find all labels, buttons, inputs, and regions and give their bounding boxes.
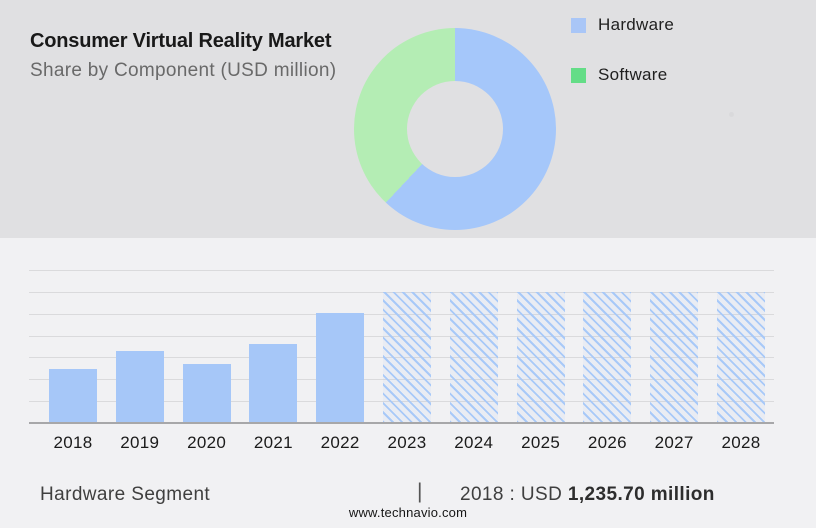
website-url: www.technavio.com	[348, 505, 468, 520]
value-prefix: 2018 : USD	[460, 484, 568, 505]
legend-label-software: Software	[598, 65, 668, 84]
bar-2023	[383, 292, 431, 423]
bar-2026	[583, 292, 632, 423]
bar-2019	[115, 351, 164, 423]
bar-2028	[717, 292, 765, 423]
x-axis-label-2018: 2018	[53, 433, 93, 452]
legend-item-software: Software	[571, 61, 674, 89]
segment-value: 2018 : USD 1,235.70 million	[460, 484, 715, 506]
x-axis-label-2027: 2027	[654, 433, 694, 452]
bar-2027	[650, 292, 699, 423]
x-axis-label-2021: 2021	[253, 433, 293, 452]
legend-label-hardware: Hardware	[598, 15, 675, 34]
bar-chart: 2018 2019 2020 2021 2022 2023 2024 2025 2026 2027…	[29, 270, 774, 452]
x-axis-label-2026: 2026	[587, 433, 627, 452]
gridline	[29, 270, 774, 271]
x-axis-label-2020: 2020	[187, 433, 227, 452]
donut-hole	[407, 81, 503, 177]
value-amount: 1,235.70 million	[567, 484, 715, 505]
x-axis-label-2024: 2024	[454, 433, 494, 452]
legend-item-hardware: Hardware	[571, 11, 674, 39]
legend-swatch-software	[571, 67, 586, 83]
bar-2020	[182, 364, 231, 423]
x-axis-label-2028: 2028	[721, 433, 761, 452]
x-axis-label-2025: 2025	[521, 433, 561, 452]
footer-separator: |	[417, 480, 423, 503]
bar-2022	[316, 312, 365, 423]
x-axis-line	[29, 422, 774, 424]
legend-swatch-hardware	[571, 17, 586, 33]
x-axis-label-2022: 2022	[320, 433, 360, 452]
page-title: Consumer Virtual Reality Market	[30, 30, 332, 52]
legend: Hardware Software	[571, 11, 674, 111]
bar-2018	[49, 369, 97, 423]
x-axis-label-2023: 2023	[387, 433, 427, 452]
bar-2025	[516, 292, 565, 423]
segment-label: Hardware Segment	[40, 484, 211, 505]
background-speck	[729, 112, 734, 117]
page-subtitle: Share by Component (USD million)	[30, 60, 337, 81]
bar-2024	[449, 292, 498, 423]
x-axis-label-2019: 2019	[120, 433, 160, 452]
donut-chart	[354, 28, 556, 230]
hero-section: Consumer Virtual Reality Market Share by…	[0, 0, 816, 238]
bar-2021	[249, 343, 298, 423]
